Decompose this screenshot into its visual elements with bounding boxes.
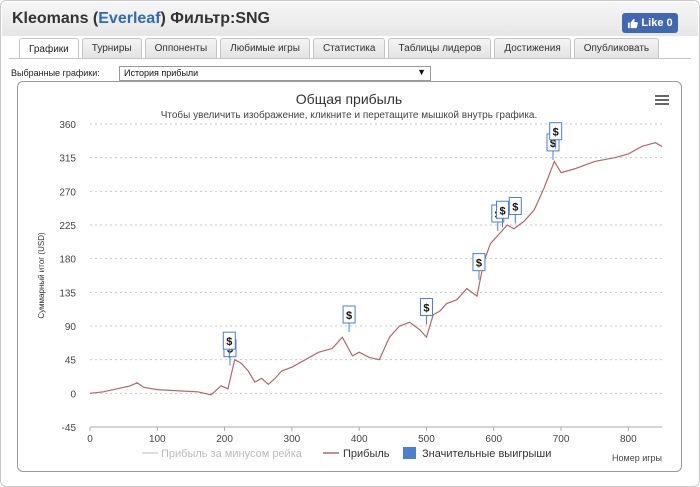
big-win-flag-label: $ <box>499 205 505 217</box>
y-tick-label: 360 <box>59 120 76 131</box>
chart-title: Общая прибыль <box>296 91 402 107</box>
facebook-like-button[interactable]: Like 0 <box>622 13 678 33</box>
chart-subtitle: Чтобы увеличить изображение, кликните и … <box>161 109 538 121</box>
x-tick-label: 200 <box>216 434 233 445</box>
dropdown-arrow-icon: ▼ <box>417 67 426 77</box>
x-tick-label: 300 <box>284 434 301 445</box>
big-win-flag[interactable] <box>508 197 522 216</box>
big-win-flag-label: $ <box>476 258 482 270</box>
tab-4[interactable]: Статистика <box>312 38 386 58</box>
big-win-flag-label: $ <box>423 303 429 315</box>
x-axis-label: Номер игры <box>612 453 662 463</box>
graph-selector-value: История прибыли <box>124 68 199 78</box>
tab-3[interactable]: Любимые игры <box>220 38 310 58</box>
big-win-flag[interactable] <box>419 298 433 317</box>
x-tick-label: 0 <box>87 434 93 445</box>
y-tick-label: 90 <box>65 322 77 333</box>
y-tick-label: 45 <box>65 356 77 367</box>
big-win-flag-label: $ <box>553 127 559 139</box>
tab-1[interactable]: Турниры <box>81 38 142 58</box>
legend-rake-label[interactable]: Прибыль за минусом рейка <box>161 448 303 460</box>
chart-container[interactable]: Общая прибыль Чтобы увеличить изображение… <box>17 81 682 472</box>
legend-profit-label[interactable]: Прибыль <box>343 448 390 460</box>
big-win-flag[interactable] <box>342 305 356 324</box>
thumbs-up-icon <box>628 18 639 28</box>
x-tick-label: 700 <box>553 434 570 445</box>
legend-wins-label[interactable]: Значительные выигрыши <box>422 448 551 460</box>
y-tick-label: 270 <box>59 187 76 198</box>
y-tick-label: 0 <box>70 389 76 400</box>
x-tick-label: 600 <box>485 434 502 445</box>
header-bar: Kleomans (Everleaf) Фильтр:SNG <box>2 2 698 36</box>
site-link[interactable]: Everleaf <box>98 10 161 27</box>
tab-7[interactable]: Опубликовать <box>573 38 660 58</box>
chart-menu-icon[interactable] <box>650 91 674 107</box>
tab-0[interactable]: Графики <box>19 38 79 59</box>
big-win-flag-label: $ <box>550 138 556 150</box>
big-win-flag[interactable] <box>222 331 236 350</box>
y-tick-label: -45 <box>62 423 77 434</box>
title-suffix: ) Фильтр:SNG <box>160 10 270 27</box>
y-tick-label: 135 <box>59 288 76 299</box>
tab-5[interactable]: Таблицы лидеров <box>388 38 492 58</box>
tab-6[interactable]: Достижения <box>494 38 571 58</box>
y-tick-label: 225 <box>59 221 76 232</box>
x-tick-label: 800 <box>620 434 637 445</box>
big-win-flag-label: $ <box>346 310 352 322</box>
y-tick-label: 315 <box>59 154 76 165</box>
title-prefix: Kleomans ( <box>12 10 99 27</box>
like-count: 0 <box>666 17 673 29</box>
graph-selector[interactable]: История прибыли ▼ <box>119 66 431 81</box>
menu-icon-bar <box>655 95 669 97</box>
tab-divider <box>9 58 691 59</box>
y-tick-label: 180 <box>59 255 76 266</box>
tab-bar: Графики Турниры Оппоненты Любимые игры Стати… <box>19 38 660 59</box>
big-win-flag-label: $ <box>512 202 518 214</box>
x-tick-label: 400 <box>351 434 368 445</box>
big-win-flag[interactable] <box>496 200 510 219</box>
page-title: Kleomans (Everleaf) Фильтр:SNG <box>12 10 270 28</box>
tab-2[interactable]: Оппоненты <box>144 38 218 58</box>
graph-selector-label: Выбранные графики: <box>11 68 100 78</box>
x-tick-label: 100 <box>149 434 166 445</box>
y-axis-label: Суммарный итог (USD) <box>37 232 46 319</box>
profit-chart[interactable]: Общая прибыль Чтобы увеличить изображение… <box>18 82 681 471</box>
menu-icon-bar <box>655 103 669 105</box>
menu-icon-bar <box>655 99 669 101</box>
x-tick-label: 500 <box>418 434 435 445</box>
big-win-flag[interactable] <box>549 122 563 141</box>
big-win-flag-label: $ <box>226 336 232 348</box>
like-label: Like <box>641 17 664 29</box>
big-win-flag[interactable] <box>472 253 486 272</box>
profit-series-line <box>89 142 663 396</box>
legend-wins-swatch <box>403 447 416 459</box>
